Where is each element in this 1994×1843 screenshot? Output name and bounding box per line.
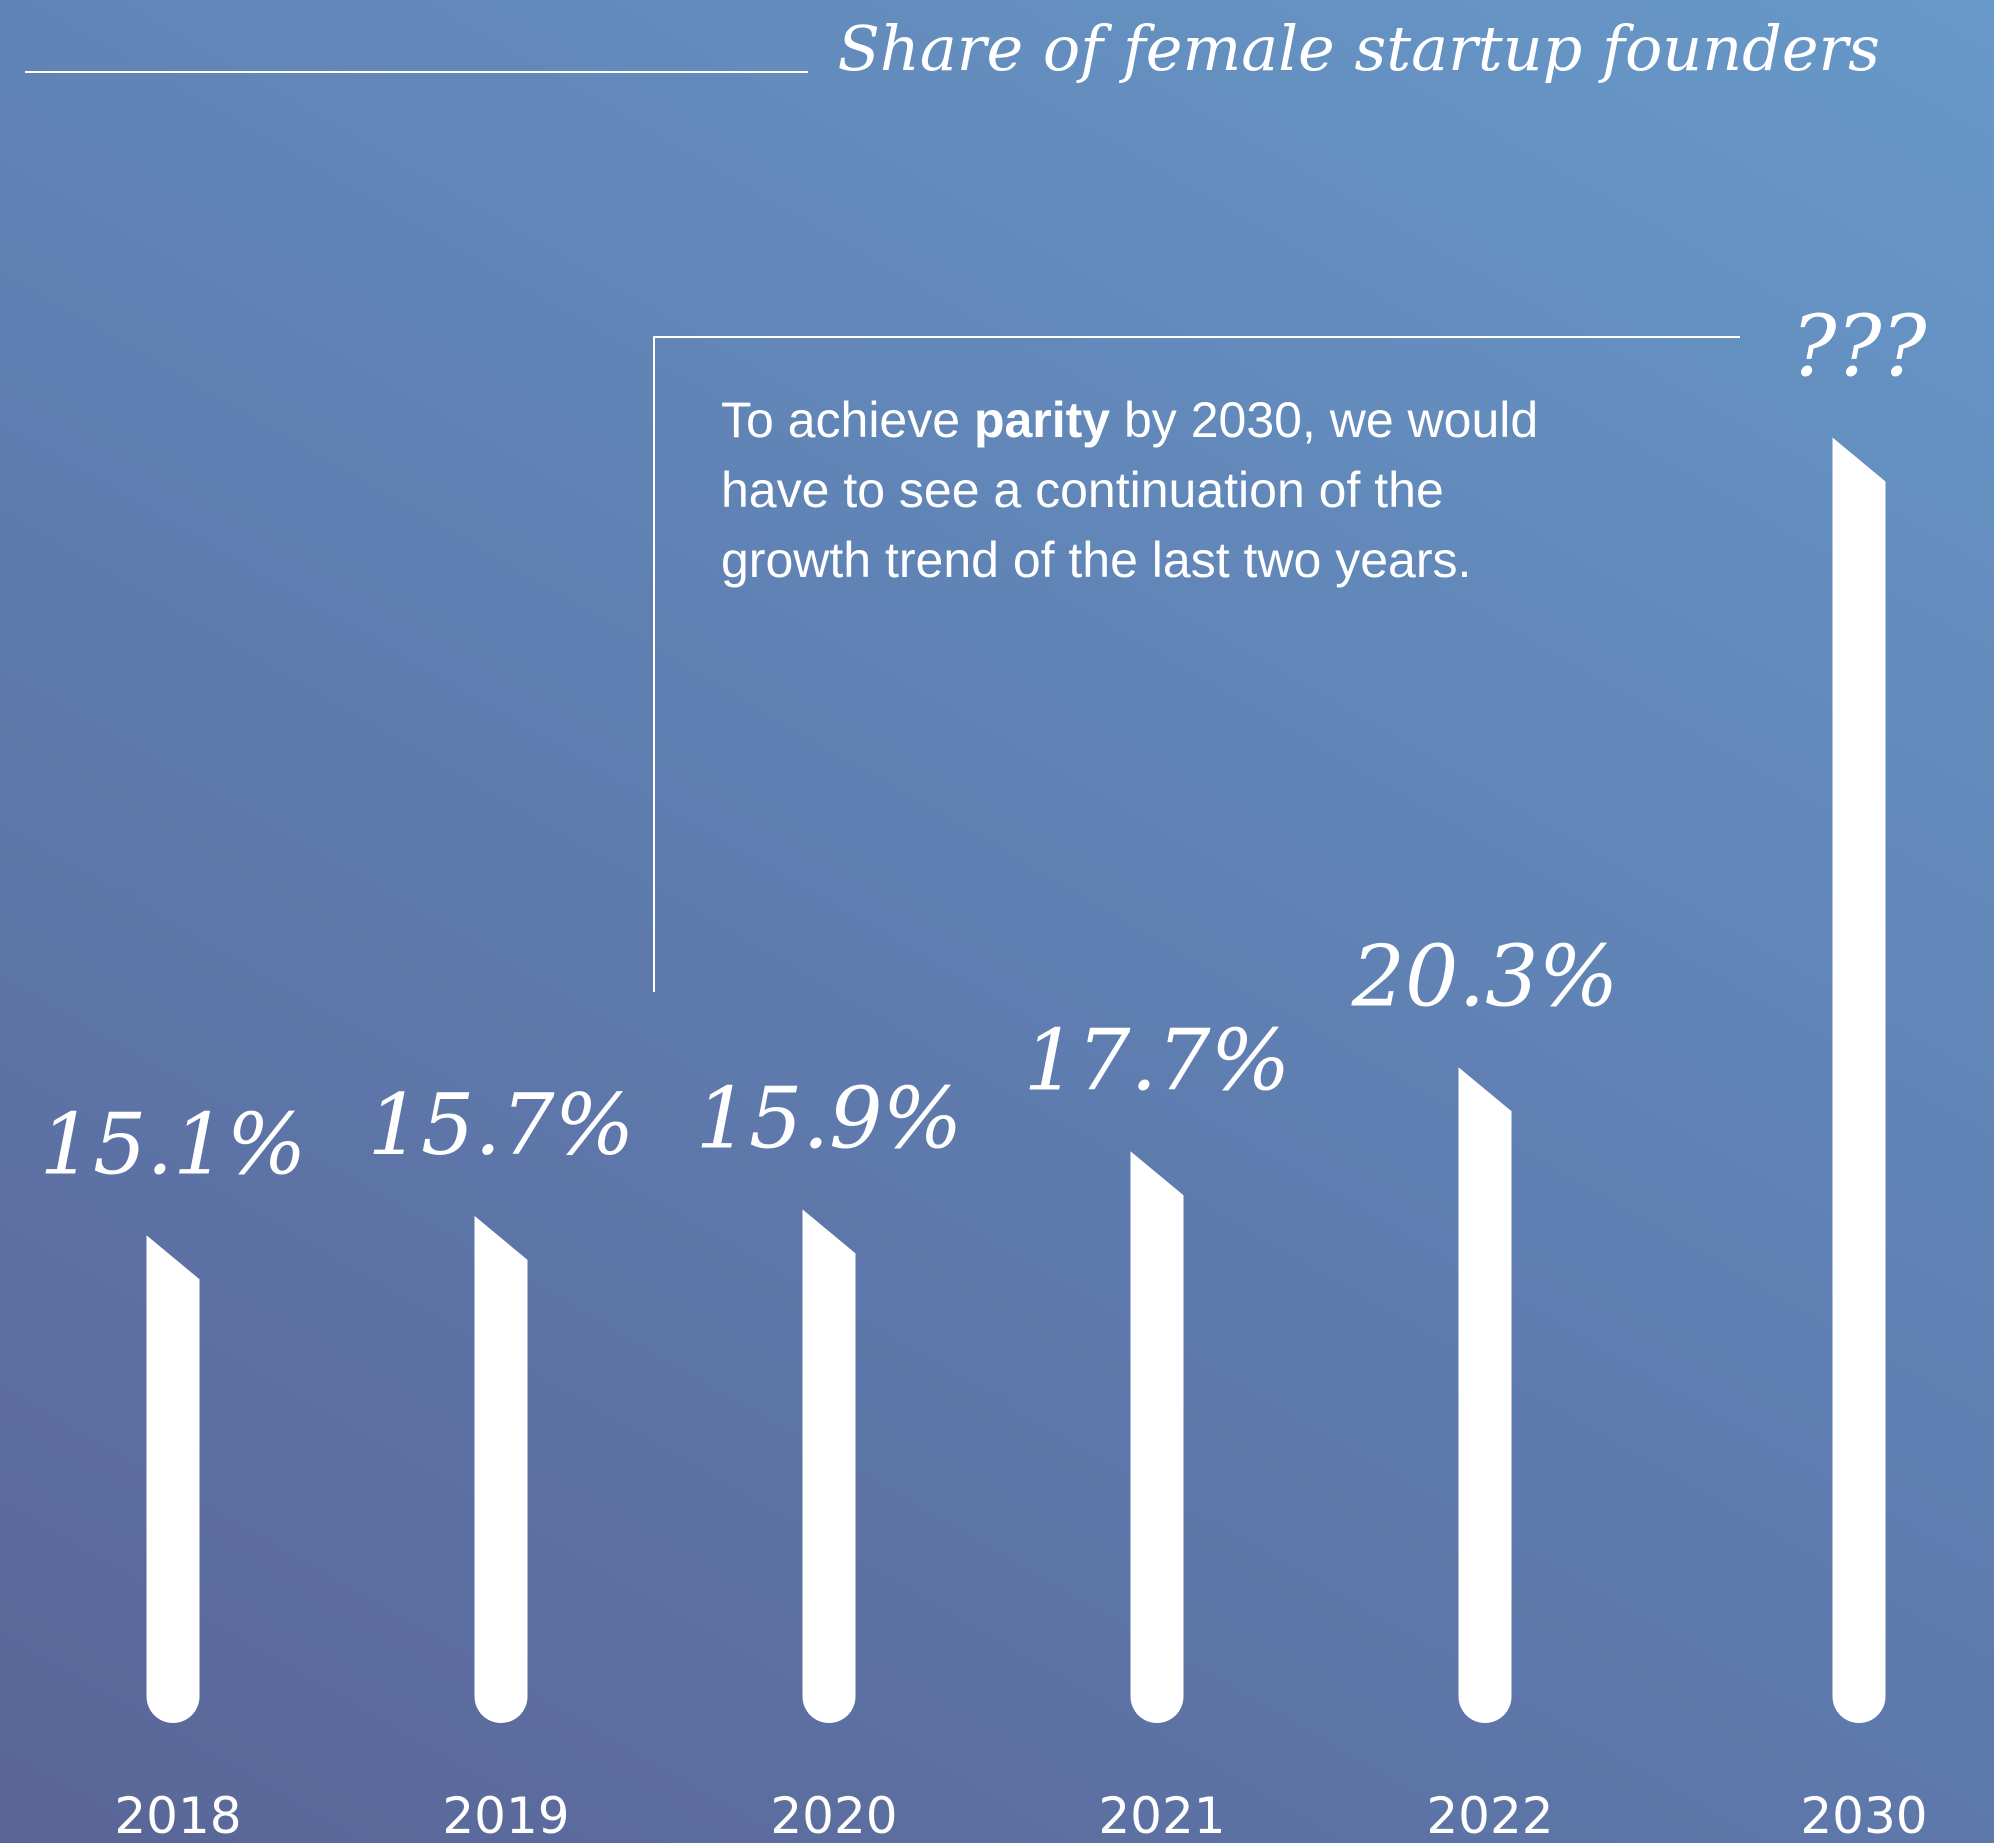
annotation-line: have to see a continuation of the [721,462,1444,518]
annotation: To achieve parity by 2030, we would have… [721,385,1538,595]
annotation-text: by 2030, we would [1110,392,1539,448]
value-label: ??? [1791,297,1927,395]
annotation-bracket [653,336,1740,992]
value-label: 20.3% [1351,927,1619,1025]
x-tick-label: 2022 [1426,1787,1553,1843]
value-label: 17.7% [1024,1011,1291,1109]
bar [146,1235,200,1723]
annotation-line: To achieve parity by 2030, we would [721,385,1538,455]
annotation-text: To achieve [721,392,974,448]
x-tick-label: 2020 [770,1787,897,1843]
value-label: 15.1% [40,1095,307,1193]
value-label: 15.7% [368,1076,635,1174]
bar [802,1209,856,1723]
annotation-line: growth trend of the last two years. [721,532,1472,588]
bar [1832,437,1886,1724]
bar [1130,1151,1184,1723]
x-tick-label: 2018 [114,1787,241,1843]
chart-title: Share of female startup founders [837,12,1880,85]
x-tick-label: 2021 [1098,1787,1225,1843]
bar [1458,1067,1512,1723]
bar [474,1215,528,1723]
x-tick-label: 2019 [442,1787,569,1843]
value-label: 15.9% [696,1069,963,1167]
x-tick-label: 2030 [1800,1787,1927,1843]
annotation-bold: parity [973,392,1111,448]
